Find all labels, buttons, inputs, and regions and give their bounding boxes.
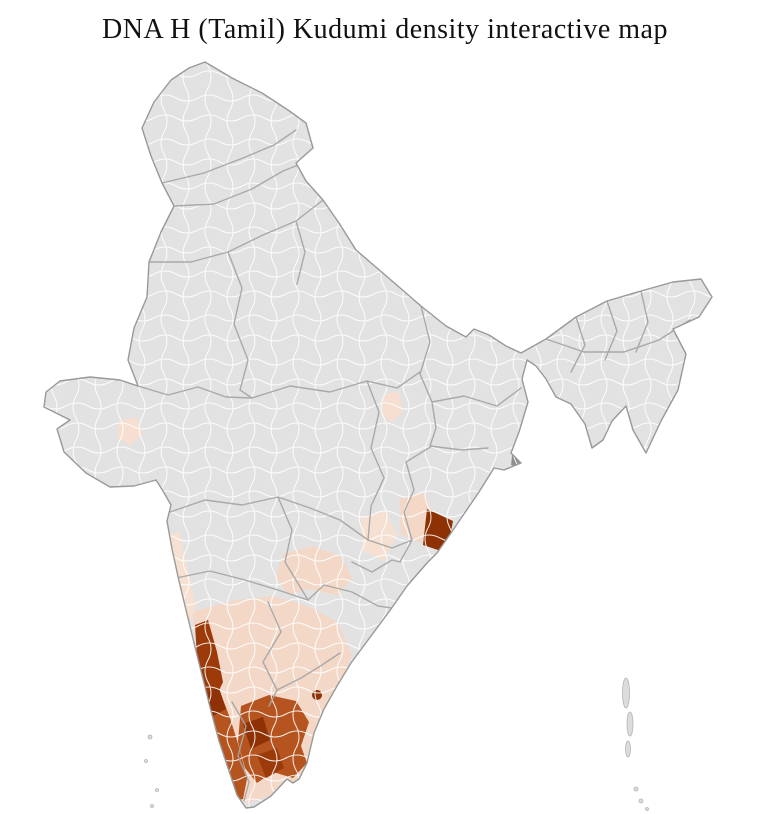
region-east-coast-spot[interactable]	[325, 707, 337, 719]
state-boundaries	[137, 129, 691, 802]
andaman-nicobar-islands[interactable]	[622, 677, 649, 811]
region-kutch-west[interactable]	[39, 445, 55, 463]
india-outline	[43, 61, 713, 809]
page-title: DNA H (Tamil) Kudumi density interactive…	[102, 14, 668, 45]
lakshadweep-islands[interactable]	[144, 734, 159, 808]
